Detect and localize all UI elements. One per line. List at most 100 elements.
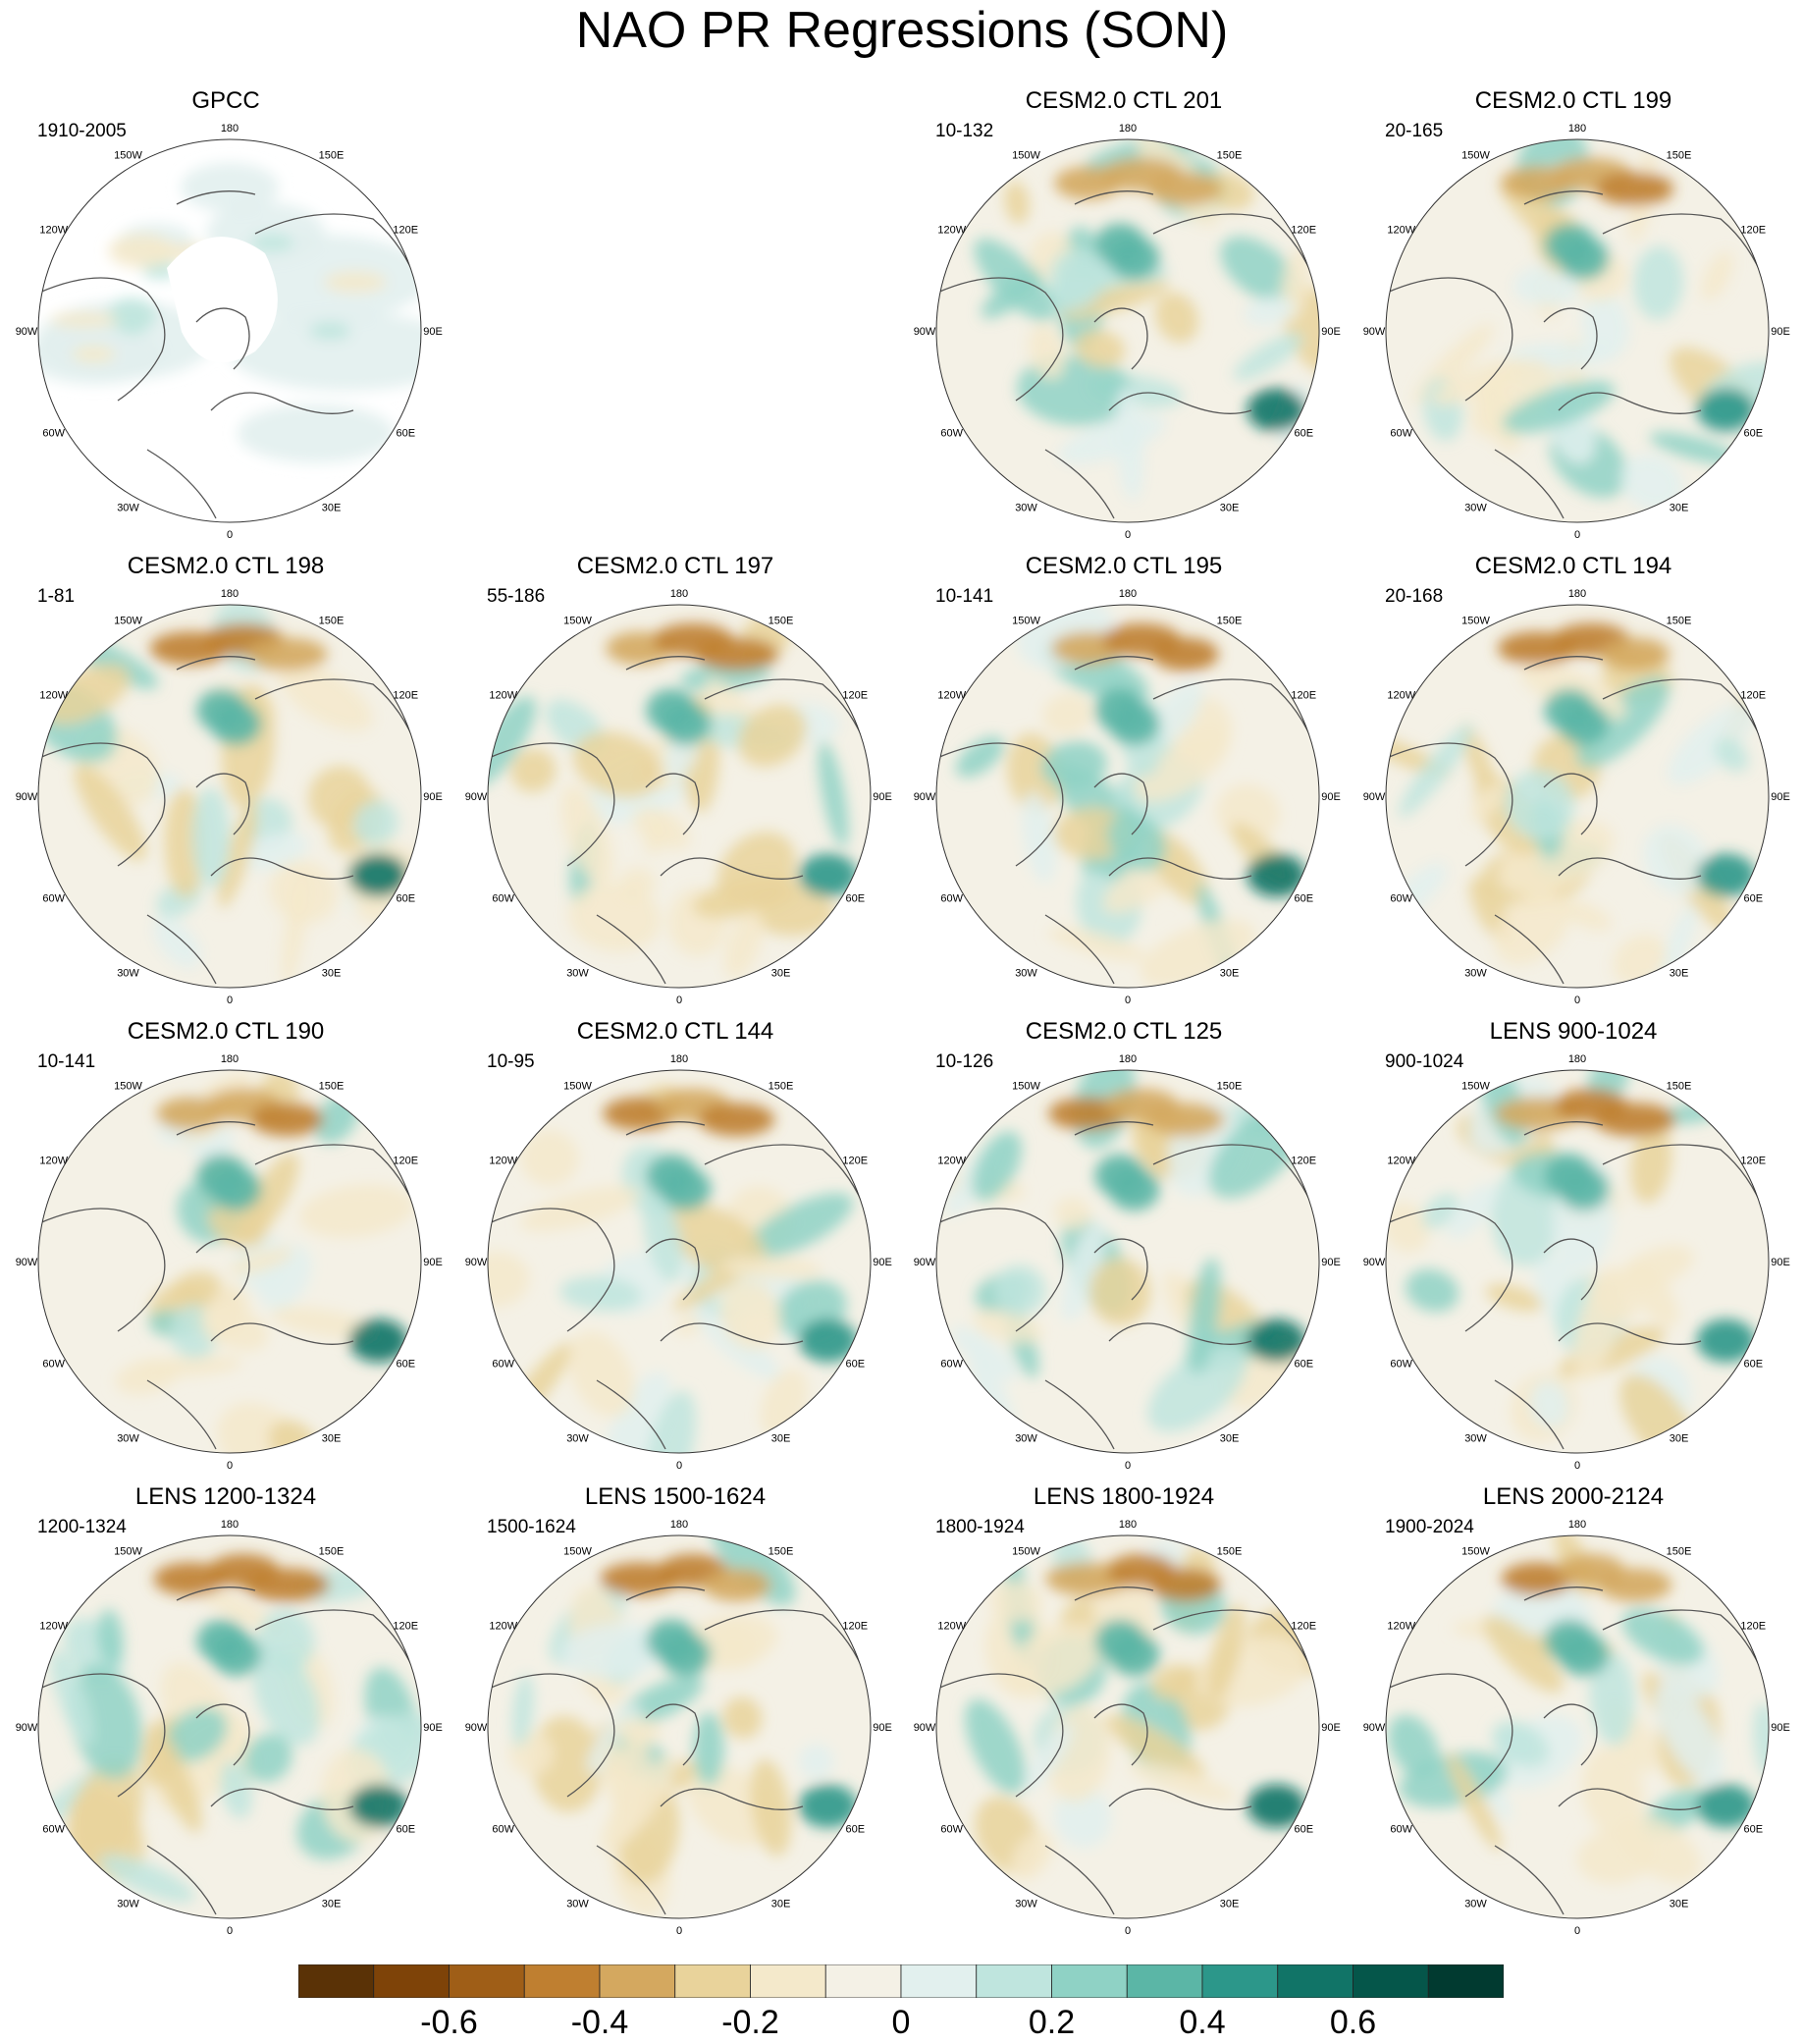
panel-year-range: 10-141: [935, 586, 994, 607]
polar-map: 180 150E 120E 90E 60E 30E 0 30W 60W 90W 120W 150W: [914, 1053, 1341, 1472]
coastline: [488, 742, 615, 867]
longitude-label: 60E: [1294, 1359, 1313, 1371]
colorbar-tick-label: -0.6: [420, 2004, 478, 2041]
longitude-label: 0: [676, 1925, 682, 1937]
longitude-label: 90E: [1771, 1257, 1790, 1268]
map-boundary: [487, 604, 872, 989]
map-boundary: [37, 1534, 422, 1919]
map-panel: 180 150E 120E 90E 60E 30E 0 30W 60W 90W 120W 150W LE…: [1348, 1482, 1799, 1944]
longitude-label: 0: [676, 1460, 682, 1472]
colorbar-swatch: [1427, 1964, 1504, 1998]
longitude-label: 90W: [914, 1257, 936, 1268]
longitude-label: 150W: [114, 616, 142, 627]
longitude-label: 180: [670, 1519, 688, 1531]
longitude-label: 150W: [1012, 150, 1040, 162]
longitude-label: 150W: [1012, 1081, 1040, 1093]
longitude-label: 30E: [322, 967, 342, 979]
colorbar: [298, 1964, 1504, 1998]
colorbar-swatch: [1353, 1964, 1429, 1998]
longitude-label: 120E: [1740, 225, 1766, 237]
coastline: [1108, 392, 1252, 414]
longitude-label: 0: [1574, 995, 1580, 1006]
panel-title: CESM2.0 CTL 199: [1474, 87, 1672, 114]
longitude-label: 60W: [1390, 893, 1412, 905]
map-panel: 180 150E 120E 90E 60E 30E 0 30W 60W 90W 120W 150W CE…: [898, 86, 1350, 548]
longitude-label: 60E: [396, 1359, 415, 1371]
longitude-label: 150E: [1217, 1546, 1243, 1558]
longitude-label: 150E: [769, 616, 794, 627]
longitude-label: 90E: [873, 1257, 892, 1268]
longitude-label: 90W: [1363, 1257, 1386, 1268]
coastline: [704, 1144, 868, 1214]
longitude-label: 60E: [845, 893, 865, 905]
longitude-label: 150E: [319, 150, 345, 162]
longitude-label: 120W: [489, 690, 517, 702]
coastline: [1044, 1845, 1115, 1915]
anomaly-field: [1386, 622, 1767, 988]
coastline: [1543, 773, 1598, 835]
longitude-label: 120E: [1740, 1156, 1766, 1167]
polar-map: 180 150E 120E 90E 60E 30E 0 30W 60W 90W 120W 150W: [16, 588, 443, 1006]
coastline: [195, 773, 250, 835]
longitude-label: 30W: [1464, 967, 1487, 979]
colorbar-tick-label: 0.2: [1028, 2004, 1076, 2041]
coastline: [195, 307, 250, 370]
longitude-label: 120E: [1740, 690, 1766, 702]
longitude-label: 180: [221, 1053, 239, 1065]
longitude-label: 180: [1119, 1519, 1137, 1531]
longitude-label: 150W: [563, 1081, 592, 1093]
longitude-label: 60E: [396, 428, 415, 440]
panel-title: CESM2.0 CTL 144: [576, 1018, 774, 1045]
longitude-label: 90W: [1363, 1722, 1386, 1734]
longitude-label: 180: [1119, 123, 1137, 134]
longitude-label: 150W: [1461, 616, 1490, 627]
panel-year-range: 55-186: [487, 586, 546, 607]
longitude-label: 0: [227, 1925, 233, 1937]
longitude-label: 180: [670, 1053, 688, 1065]
colorbar-swatch: [298, 1964, 375, 1998]
longitude-label: 180: [1119, 588, 1137, 600]
coastline: [625, 1121, 706, 1136]
coastline: [936, 277, 1064, 402]
longitude-label: 180: [1568, 1053, 1586, 1065]
coastline: [254, 678, 418, 749]
longitude-label: 60W: [492, 1359, 514, 1371]
longitude-label: 30E: [771, 1898, 791, 1910]
longitude-label: 60E: [396, 893, 415, 905]
longitude-label: 120W: [1387, 1621, 1415, 1633]
panel-title: GPCC: [191, 87, 260, 114]
longitude-label: 0: [1125, 1925, 1131, 1937]
polar-map: 180 150E 120E 90E 60E 30E 0 30W 60W 90W 120W 150W: [1363, 1053, 1790, 1472]
polar-map: 180 150E 120E 90E 60E 30E 0 30W 60W 90W 120W 150W: [465, 588, 892, 1006]
colorbar-swatch: [1051, 1964, 1128, 1998]
panel-year-range: 1200-1324: [37, 1517, 127, 1537]
longitude-label: 60W: [940, 1359, 963, 1371]
longitude-label: 90E: [423, 1722, 443, 1734]
longitude-label: 60W: [940, 1824, 963, 1836]
longitude-label: 60E: [845, 1359, 865, 1371]
coastline: [210, 392, 354, 414]
coastline: [1074, 1587, 1154, 1601]
longitude-label: 120E: [1291, 225, 1316, 237]
coastline: [1386, 1673, 1513, 1798]
longitude-label: 30E: [1220, 1432, 1240, 1444]
colorbar-swatch: [1201, 1964, 1279, 1998]
longitude-label: 180: [1119, 1053, 1137, 1065]
coastline: [625, 656, 706, 671]
map-panel: 180 150E 120E 90E 60E 30E 0 30W 60W 90W 120W 150W CE…: [898, 1017, 1350, 1479]
coastline: [1108, 857, 1252, 880]
panel-year-range: 20-168: [1385, 586, 1444, 607]
map-panel: 180 150E 120E 90E 60E 30E 0 30W 60W 90W 120W 150W CE…: [1348, 86, 1799, 548]
longitude-label: 90W: [1363, 791, 1386, 803]
coastline: [596, 1845, 666, 1915]
longitude-label: 90E: [1321, 326, 1341, 338]
longitude-label: 120E: [1740, 1621, 1766, 1633]
panel-year-range: 1910-2005: [37, 121, 127, 141]
map-panel: 180 150E 120E 90E 60E 30E 0 30W 60W 90W 120W 150W LE…: [1348, 1017, 1799, 1479]
coastline: [176, 190, 256, 205]
longitude-label: 60E: [1743, 893, 1763, 905]
longitude-label: 120E: [393, 1621, 418, 1633]
coastline: [1523, 1587, 1604, 1601]
coastline: [195, 1703, 250, 1766]
longitude-label: 120W: [937, 1156, 966, 1167]
